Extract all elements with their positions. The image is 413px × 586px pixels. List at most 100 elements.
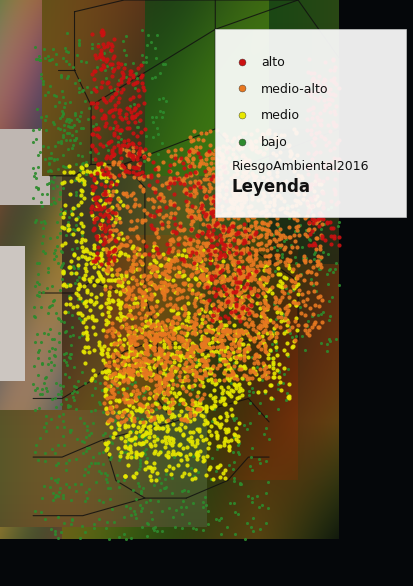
Point: [169, 437, 176, 447]
Point: [237, 159, 244, 168]
Point: [227, 285, 234, 295]
Point: [201, 367, 207, 376]
Point: [309, 210, 316, 220]
Point: [272, 321, 278, 331]
Point: [232, 353, 239, 363]
Point: [234, 328, 240, 337]
Point: [123, 166, 130, 175]
Point: [165, 184, 172, 193]
Point: [134, 413, 140, 423]
Point: [273, 182, 280, 191]
Point: [263, 329, 269, 338]
Point: [188, 436, 195, 445]
Point: [150, 334, 156, 343]
Point: [150, 346, 157, 355]
Point: [249, 513, 255, 523]
Point: [190, 191, 197, 200]
Point: [127, 311, 133, 320]
Point: [113, 338, 119, 347]
Point: [214, 431, 220, 440]
Point: [260, 364, 267, 373]
Point: [168, 399, 175, 408]
Point: [149, 306, 155, 315]
Point: [93, 63, 100, 72]
Point: [126, 322, 132, 332]
Point: [107, 205, 113, 214]
Point: [130, 151, 137, 160]
Point: [276, 242, 283, 251]
Point: [176, 350, 183, 359]
Point: [143, 209, 150, 218]
Point: [324, 279, 330, 288]
Point: [258, 223, 265, 233]
Point: [184, 171, 190, 180]
Point: [93, 119, 100, 128]
Point: [201, 318, 207, 327]
Point: [51, 335, 57, 344]
Point: [74, 114, 81, 124]
Point: [288, 323, 294, 332]
Point: [215, 347, 222, 357]
Point: [120, 407, 127, 416]
Point: [239, 340, 246, 349]
Point: [201, 193, 208, 202]
Point: [166, 349, 173, 359]
Point: [245, 294, 252, 303]
Point: [161, 381, 167, 390]
Point: [255, 161, 262, 170]
Point: [34, 104, 40, 113]
Point: [298, 173, 305, 183]
Point: [145, 331, 152, 340]
Point: [273, 246, 280, 255]
Point: [179, 383, 186, 392]
Point: [97, 49, 104, 59]
Point: [226, 196, 233, 206]
Point: [285, 393, 292, 403]
Point: [201, 325, 208, 335]
Point: [256, 231, 262, 241]
Point: [82, 267, 89, 276]
Point: [112, 275, 119, 284]
Point: [154, 413, 161, 423]
Point: [151, 338, 158, 347]
Point: [210, 362, 216, 371]
Point: [240, 284, 247, 294]
Point: [102, 366, 108, 376]
Point: [36, 259, 43, 268]
Point: [64, 162, 71, 172]
Point: [183, 403, 190, 412]
Point: [170, 353, 177, 363]
Point: [228, 257, 235, 267]
Point: [160, 375, 166, 384]
Point: [68, 176, 74, 186]
Point: [129, 260, 135, 269]
Point: [186, 390, 193, 399]
Point: [147, 370, 154, 380]
Point: [90, 66, 97, 76]
Point: [133, 73, 140, 83]
Point: [252, 137, 258, 146]
Point: [143, 291, 150, 301]
Point: [166, 408, 172, 417]
Point: [79, 251, 85, 260]
Point: [273, 308, 279, 317]
Point: [105, 326, 112, 335]
Point: [225, 389, 232, 398]
Point: [112, 226, 119, 235]
Point: [247, 251, 253, 260]
Point: [83, 333, 90, 343]
Point: [309, 281, 316, 290]
Point: [67, 268, 74, 277]
Point: [249, 170, 256, 179]
Point: [194, 180, 201, 190]
Point: [114, 269, 121, 278]
Point: [147, 318, 153, 328]
Point: [209, 241, 215, 250]
Point: [157, 368, 163, 377]
Point: [219, 264, 225, 274]
Point: [177, 415, 183, 424]
Point: [161, 474, 168, 483]
Point: [71, 135, 78, 144]
Point: [67, 299, 74, 308]
Point: [211, 193, 218, 203]
